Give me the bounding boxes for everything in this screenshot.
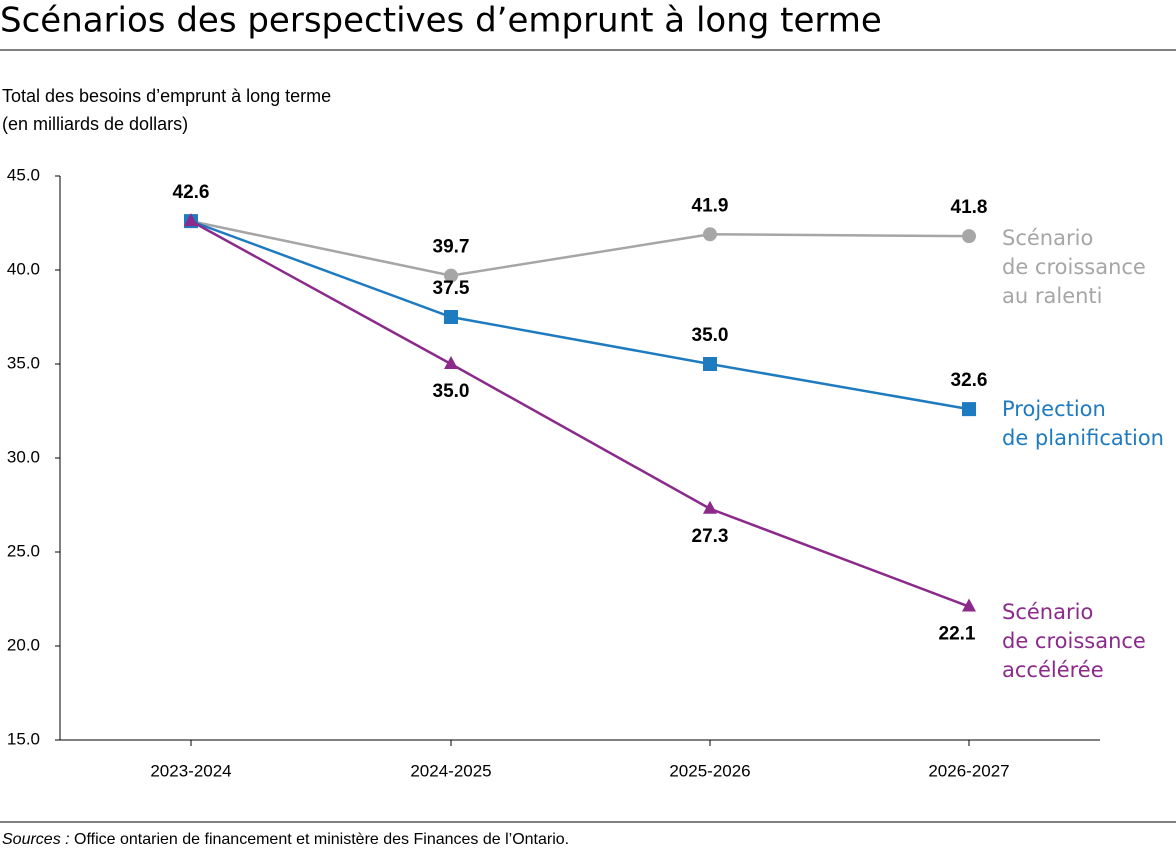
point xyxy=(962,229,976,244)
series-line xyxy=(190,219,970,411)
point xyxy=(444,310,458,324)
x-tick-label: 2025-2026 xyxy=(669,761,750,780)
y-tick-label: 30.0 xyxy=(7,447,40,466)
legend-line: Scénario xyxy=(1002,600,1093,624)
source-label: Sources : xyxy=(2,831,70,848)
source: Sources : Office ontarien de financement… xyxy=(2,831,569,848)
legend-line: au ralenti xyxy=(1002,284,1103,308)
legend-line: Projection xyxy=(1002,397,1106,421)
y-tick-label: 25.0 xyxy=(7,541,40,560)
data-label: 39.7 xyxy=(433,237,470,258)
data-label: 37.5 xyxy=(433,278,470,299)
legend-line: de croissance xyxy=(1002,629,1146,653)
point xyxy=(444,356,458,369)
data-label: 22.1 xyxy=(939,624,976,645)
legend-line: Scénario xyxy=(1002,226,1093,250)
point xyxy=(703,500,717,514)
y-tick-label: 45.0 xyxy=(7,165,40,184)
y-axis-label: Total des besoins d’emprunt à long terme xyxy=(2,86,331,106)
y-axis-label: (en milliards de dollars) xyxy=(2,114,188,134)
y-tick-label: 35.0 xyxy=(7,353,40,372)
point xyxy=(962,402,976,417)
source-text: Office ontarien de financement et minist… xyxy=(74,831,569,848)
x-tick-label: 2026-2027 xyxy=(928,761,1009,780)
point xyxy=(962,598,976,612)
x-tick-label: 2024-2025 xyxy=(410,761,491,780)
data-label: 41.9 xyxy=(692,195,729,216)
legend-label: Scénario de croissance accélérée xyxy=(1002,600,1146,682)
data-label: 35.0 xyxy=(433,381,470,402)
series-line xyxy=(190,220,970,608)
data-label: 42.6 xyxy=(173,182,210,203)
legend-label: Scénario de croissance au ralenti xyxy=(1002,226,1146,308)
y-tick-label: 40.0 xyxy=(7,259,40,278)
legend-label: Projection de planification xyxy=(1002,397,1164,450)
chart-title: Scénarios des perspectives d’emprunt à l… xyxy=(0,1,882,41)
data-label: 27.3 xyxy=(692,526,729,547)
point xyxy=(703,227,717,242)
legend-line: de planification xyxy=(1002,426,1164,450)
legend-line: accélérée xyxy=(1002,658,1104,682)
data-label: 32.6 xyxy=(951,370,988,391)
point xyxy=(184,213,198,227)
y-tick-label: 20.0 xyxy=(7,635,40,654)
series-line xyxy=(190,219,970,277)
y-tick-label: 15.0 xyxy=(7,729,40,748)
data-label: 35.0 xyxy=(692,325,729,346)
data-label: 41.8 xyxy=(951,197,988,218)
x-tick-label: 2023-2024 xyxy=(150,761,231,780)
point xyxy=(444,268,458,283)
legend-line: de croissance xyxy=(1002,255,1146,279)
point xyxy=(703,357,717,371)
